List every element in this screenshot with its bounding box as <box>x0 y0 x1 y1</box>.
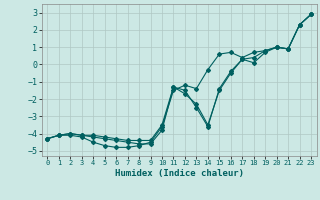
X-axis label: Humidex (Indice chaleur): Humidex (Indice chaleur) <box>115 169 244 178</box>
